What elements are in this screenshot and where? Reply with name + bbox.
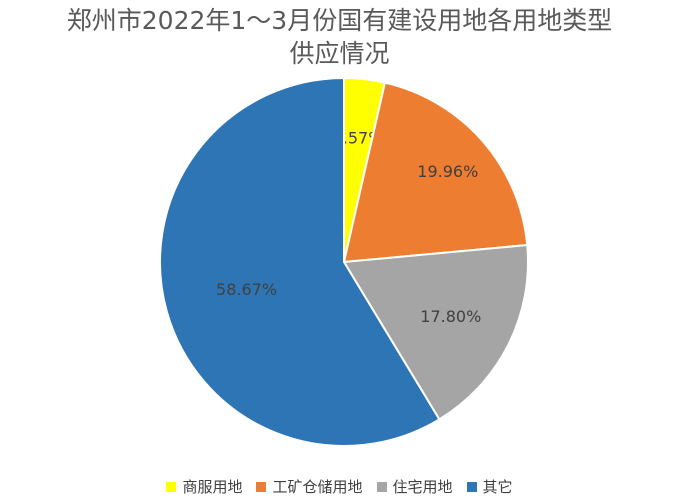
legend-item-2: 工矿仓储用地 [256, 476, 363, 497]
chart-title-line-2: 供应情况 [289, 39, 390, 68]
legend-item-3: 住宅用地 [376, 476, 453, 497]
legend-item-1: 商服用地 [166, 476, 242, 497]
chart-title-line-1: 郑州市2022年1～3月份国有建设用地各用地类型 [66, 6, 613, 35]
legend-label: 商服用地 [182, 478, 243, 496]
legend-item-4: 其它 [466, 476, 513, 497]
pie-slice-label-2: 19.96% [417, 162, 478, 181]
chart-title: 郑州市2022年1～3月份国有建设用地各用地类型 供应情况 [0, 4, 679, 70]
pie-slice-label-4: 58.67% [216, 280, 277, 299]
pie-slice-3 [342, 243, 529, 421]
pie-slice-label-3: 17.80% [420, 307, 481, 326]
pie-slice-4 [159, 76, 441, 447]
legend-label: 住宅用地 [392, 478, 453, 496]
legend-swatch [466, 481, 477, 492]
pie-slice-2 [342, 81, 529, 264]
legend-label: 工矿仓储用地 [272, 478, 363, 496]
legend-swatch [166, 481, 177, 492]
chart-legend: 商服用地 工矿仓储用地 住宅用地 其它 [0, 476, 679, 497]
legend-swatch [256, 481, 267, 492]
legend-swatch [376, 481, 387, 492]
pie-chart: 3.57%19.96%17.80%58.67% [159, 76, 529, 447]
legend-label: 其它 [482, 478, 513, 496]
